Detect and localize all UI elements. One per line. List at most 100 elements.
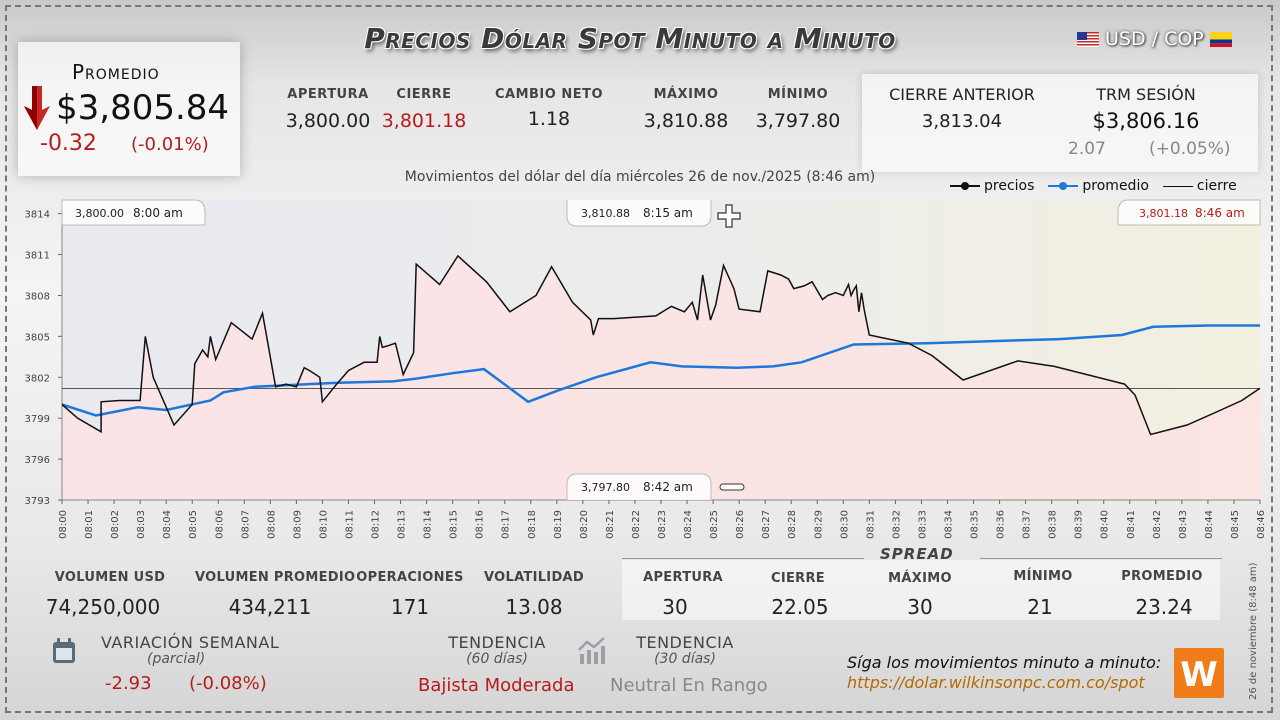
price-area-fill: [62, 255, 1260, 500]
x-tick-label: 08:09: [292, 510, 303, 539]
variacion-label: VARIACIÓN SEMANAL: [101, 633, 280, 652]
spread-title: SPREAD: [880, 545, 954, 563]
x-tick-label: 08:34: [943, 510, 954, 539]
operaciones-label: OPERACIONES: [356, 570, 464, 585]
minimo-value: 3,797.80: [755, 110, 841, 132]
x-tick-label: 08:04: [162, 510, 173, 539]
x-tick-label: 08:11: [344, 510, 355, 539]
x-tick-label: 08:12: [371, 510, 382, 539]
maximo-label: MÁXIMO: [653, 87, 719, 102]
y-tick-label: 3796: [25, 455, 50, 466]
scroll-handle[interactable]: [719, 483, 745, 491]
footer-link[interactable]: https://dolar.wilkinsonpc.com.co/spot: [847, 673, 1145, 692]
promedio-change: -0.32: [40, 131, 97, 156]
y-tick-label: 3793: [25, 496, 50, 507]
tendencia60-sub: (60 días): [466, 651, 528, 667]
cierre-value: 3,801.18: [381, 110, 467, 132]
tendencia60-value: Bajista Moderada: [418, 675, 575, 696]
apertura-value: 3,800.00: [285, 110, 371, 132]
spread-divider-left: [622, 558, 864, 559]
x-tick-label: 08:14: [423, 510, 434, 539]
annotation-minimo-time: 8:42 am: [643, 480, 693, 494]
volumen-usd-label: VOLUMEN USD: [54, 570, 166, 585]
cierre-anterior-label: CIERRE ANTERIOR: [889, 85, 1035, 104]
x-tick-label: 08:10: [318, 510, 329, 539]
y-tick-label: 3805: [25, 332, 50, 343]
x-tick-label: 08:30: [839, 510, 850, 539]
x-tick-label: 08:46: [1256, 510, 1267, 539]
legend-promedio[interactable]: promedio: [1048, 178, 1149, 194]
y-tick-label: 3799: [25, 414, 50, 425]
x-tick-label: 08:15: [449, 510, 460, 539]
x-tick-label: 08:17: [501, 510, 512, 539]
variacion-value: -2.93: [105, 673, 152, 694]
x-tick-label: 08:23: [657, 510, 668, 539]
x-tick-label: 08:45: [1230, 510, 1241, 539]
legend-precios[interactable]: precios: [950, 178, 1034, 194]
wilkinson-logo[interactable]: W: [1174, 648, 1224, 698]
trm-value: $3,806.16: [1092, 109, 1200, 133]
trm-change: 2.07: [1068, 139, 1106, 159]
annotation-minimo-value: 3,797.80: [581, 481, 630, 494]
tendencia30-value: Neutral En Rango: [610, 675, 768, 696]
x-tick-label: 08:02: [110, 510, 121, 539]
footer-text: Síga los movimientos minuto a minuto:: [847, 653, 1162, 672]
y-tick-label: 3814: [25, 210, 50, 221]
annotation-apertura: 3,800.00 8:00 am: [61, 199, 206, 226]
cambio-neto-value: 1.18: [527, 108, 571, 130]
tendencia30-sub: (30 días): [654, 651, 716, 667]
promedio-label: Promedio: [72, 60, 160, 84]
x-tick-label: 08:21: [605, 510, 616, 539]
x-tick-label: 08:19: [553, 510, 564, 539]
annotation-minimo-box: [566, 473, 712, 500]
vertical-timestamp: 26 de noviembre (8:48 am): [1248, 562, 1259, 700]
annotation-cierre-box: [1117, 199, 1261, 226]
x-tick-label: 08:36: [996, 510, 1007, 539]
trm-panel: [862, 74, 1258, 172]
spread-divider-right: [980, 558, 1222, 559]
x-tick-label: 08:05: [188, 510, 199, 539]
x-tick-label: 08:03: [136, 510, 147, 539]
tendencia60-label: TENDENCIA: [448, 633, 546, 652]
volumen-usd-value: 74,250,000: [45, 595, 161, 619]
down-arrow-icon: [24, 86, 50, 130]
trm-pct: (+0.05%): [1149, 139, 1231, 159]
chart-subtitle: Movimientos del dólar del día miércoles …: [404, 169, 876, 185]
tendencia30-label: TENDENCIA: [636, 633, 734, 652]
x-tick-label: 08:07: [240, 510, 251, 539]
x-tick-label: 08:01: [84, 510, 95, 539]
legend-cierre[interactable]: cierre: [1162, 178, 1237, 194]
trm-label: TRM SESIÓN: [1096, 85, 1196, 104]
spread-apertura-label: APERTURA: [643, 570, 723, 585]
operaciones-value: 171: [390, 595, 430, 619]
currency-pair[interactable]: USD / COP: [1077, 28, 1232, 50]
price-chart[interactable]: 3793 3796 3799 3802 3805 3808 3811 3814 08:00 08…: [0, 195, 1280, 550]
x-tick-label: 08:24: [683, 510, 694, 539]
annotation-cierre: 3,801.18 8:46 am: [1117, 199, 1261, 226]
spread-promedio-value: 23.24: [1135, 595, 1193, 619]
promedio-line[interactable]: [61, 324, 1260, 417]
promedio-pct: (-0.01%): [131, 134, 209, 155]
precios-line[interactable]: [61, 254, 1261, 436]
variacion-sub: (parcial): [147, 651, 206, 667]
x-tick-label: 08:16: [475, 510, 486, 539]
y-tick-label: 3802: [25, 373, 50, 384]
cierre-anterior-value: 3,813.04: [921, 111, 1003, 132]
cierre-label: CIERRE: [396, 87, 452, 102]
spread-maximo-label: MÁXIMO: [888, 571, 952, 586]
spread-minimo-label: MÍNIMO: [1013, 569, 1073, 584]
variacion-pct: (-0.08%): [189, 673, 267, 694]
promedio-panel: [18, 42, 240, 176]
maximo-value: 3,810.88: [643, 110, 729, 132]
x-tick-label: 08:00: [58, 510, 69, 539]
spread-apertura-value: 30: [662, 595, 688, 619]
x-tick-label: 08:27: [761, 510, 772, 539]
colombia-flag-icon: [1209, 31, 1232, 47]
x-tick-label: 08:08: [266, 510, 277, 539]
x-tick-label: 08:42: [1152, 510, 1163, 539]
volumen-promedio-label: VOLUMEN PROMEDIO: [195, 570, 356, 585]
x-tick-label: 08:20: [579, 510, 590, 539]
pair-label: USD / COP: [1105, 28, 1204, 50]
x-tick-label: 08:25: [709, 510, 720, 539]
